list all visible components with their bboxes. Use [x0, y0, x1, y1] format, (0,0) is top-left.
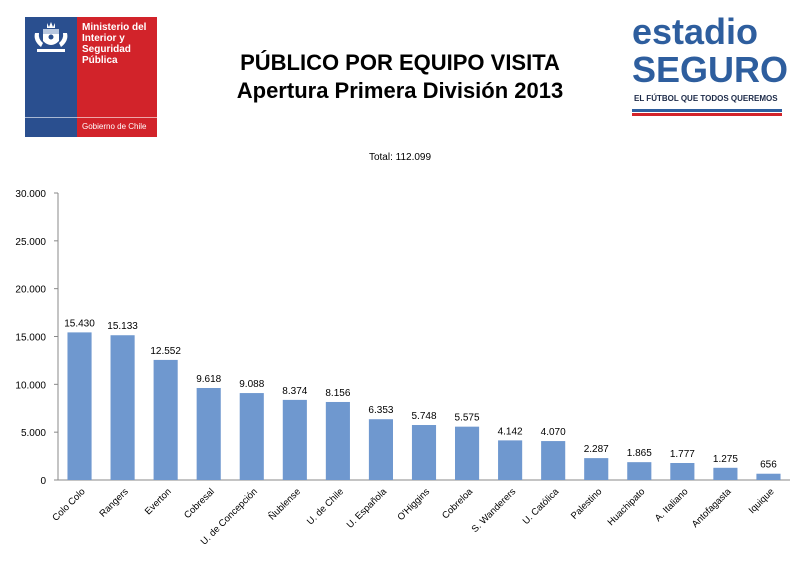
data-label: 5.575	[455, 413, 480, 424]
y-tick-label: 30.000	[15, 189, 46, 200]
x-tick-label: Huachipato	[606, 486, 648, 528]
bar	[196, 387, 221, 480]
gov-logo-divider	[25, 117, 157, 118]
brand-underline-red	[632, 113, 782, 116]
bar	[153, 359, 178, 480]
data-label: 2.287	[584, 444, 609, 455]
bar	[584, 458, 609, 480]
data-label: 9.088	[239, 379, 264, 390]
x-tick-label: S. Wanderers	[470, 486, 519, 535]
x-tick-label: U. Católica	[521, 486, 562, 527]
bar	[541, 441, 566, 480]
estadio-seguro-logo: estadio SEGURO EL FÚTBOL QUE TODOS QUERE…	[630, 12, 790, 122]
data-label: 1.865	[627, 448, 652, 459]
gov-logo: Ministerio del Interior y Seguridad Públ…	[25, 17, 157, 137]
bar	[713, 467, 738, 480]
page-subtitle: Apertura Primera División 2013	[236, 78, 564, 103]
brand-line2: SEGURO	[632, 49, 789, 90]
x-tick-label: U. Española	[345, 486, 390, 531]
bar	[670, 463, 695, 480]
bar	[498, 440, 523, 480]
x-tick-label: Iquique	[747, 486, 777, 516]
x-tick-label: A. Italiano	[653, 486, 691, 524]
y-tick-label: 20.000	[15, 285, 46, 296]
bar	[756, 473, 781, 480]
y-tick-label: 15.000	[15, 333, 46, 344]
bar	[455, 426, 480, 480]
brand-tagline: EL FÚTBOL QUE TODOS QUEREMOS	[634, 94, 778, 103]
bar	[67, 332, 92, 480]
brand-underline-blue	[632, 109, 782, 112]
data-label: 1.777	[670, 449, 695, 460]
x-tick-label: U. de Chile	[305, 486, 346, 527]
data-label: 15.133	[107, 321, 138, 332]
data-label: 5.748	[411, 411, 436, 422]
bar	[627, 462, 652, 480]
data-label: 4.070	[541, 427, 566, 438]
page-title: PÚBLICO POR EQUIPO VISITA	[240, 50, 560, 75]
y-tick-label: 0	[40, 476, 46, 487]
y-tick-label: 25.000	[15, 237, 46, 248]
x-tick-label: O'Higgins	[395, 486, 432, 523]
x-tick-label: Cobresal	[182, 486, 217, 521]
bar	[282, 399, 307, 480]
data-label: 8.374	[282, 386, 307, 397]
y-tick-label: 5.000	[21, 428, 46, 439]
x-tick-label: Everton	[143, 486, 174, 517]
x-tick-label: Palestino	[569, 486, 604, 521]
x-tick-label: Antofagasta	[690, 486, 734, 530]
data-label: 1.275	[713, 454, 738, 465]
data-label: 4.142	[498, 426, 523, 437]
coat-of-arms-icon	[34, 22, 68, 52]
data-label: 6.353	[368, 405, 393, 416]
brand-line1: estadio	[632, 11, 759, 52]
total-label: Total: 112.099	[368, 152, 432, 163]
x-tick-label: Colo Colo	[50, 486, 87, 523]
bar	[411, 425, 437, 480]
bar	[239, 393, 264, 480]
x-tick-label: Cobreloa	[440, 486, 476, 522]
data-label: 15.430	[64, 318, 95, 329]
data-label: 9.618	[196, 374, 221, 385]
data-label: 656	[760, 460, 777, 471]
x-tick-label: Ñublense	[267, 486, 303, 522]
data-label: 12.552	[150, 346, 181, 357]
gov-subtitle: Gobierno de Chile	[82, 122, 147, 131]
ministry-name: Ministerio del Interior y Seguridad Públ…	[82, 22, 147, 66]
bar	[325, 401, 350, 480]
data-label: 8.156	[325, 388, 350, 399]
bar	[110, 335, 135, 480]
y-tick-label: 10.000	[15, 380, 46, 391]
bar	[368, 419, 393, 480]
x-tick-label: Rangers	[98, 486, 131, 519]
